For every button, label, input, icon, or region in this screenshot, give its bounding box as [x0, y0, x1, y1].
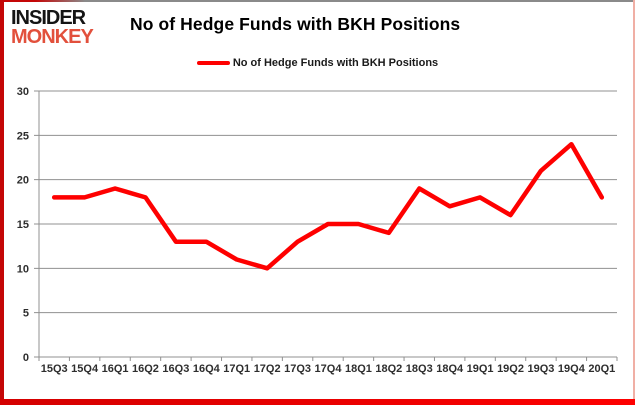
x-tick-label-19Q2: 19Q2	[497, 363, 524, 375]
frame-edge-bottom	[0, 399, 635, 405]
y-tick-label-15: 15	[17, 219, 29, 231]
page-title: No of Hedge Funds with BKH Positions	[130, 14, 461, 34]
legend-label: No of Hedge Funds with BKH Positions	[232, 57, 439, 69]
x-tick-label-19Q4: 19Q4	[558, 363, 586, 375]
x-tick-label-18Q3: 18Q3	[406, 363, 433, 375]
x-tick-label-19Q3: 19Q3	[527, 363, 554, 375]
x-tick-label-18Q4: 18Q4	[436, 363, 464, 375]
x-tick-label-19Q1: 19Q1	[467, 363, 494, 375]
insider-monkey-logo: INSIDER MONKEY	[11, 7, 94, 48]
y-tick-label-0: 0	[23, 352, 29, 364]
x-tick-label-15Q4: 15Q4	[71, 363, 99, 375]
x-tick-label-16Q2: 16Q2	[132, 363, 159, 375]
data-line-series	[51, 141, 605, 271]
chart-legend: No of Hedge Funds with BKH Positions	[0, 57, 635, 69]
x-tick-label-16Q3: 16Q3	[162, 363, 189, 375]
frame-edge-right	[633, 0, 635, 405]
y-tick-label-30: 30	[17, 86, 29, 98]
frame-edge-top	[0, 0, 635, 2]
y-tick-label-5: 5	[23, 308, 29, 320]
x-tick-label-15Q3: 15Q3	[41, 363, 68, 375]
x-tick-label-17Q2: 17Q2	[254, 363, 281, 375]
logo-line-monkey: MONKEY	[11, 26, 94, 48]
x-tick-label-18Q2: 18Q2	[375, 363, 402, 375]
x-tick-label-16Q4: 16Q4	[193, 363, 221, 375]
logo-line-insider: INSIDER	[11, 7, 86, 29]
y-tick-label-10: 10	[17, 263, 29, 275]
y-tick-label-20: 20	[17, 175, 29, 187]
x-tick-label-20Q1: 20Q1	[588, 363, 615, 375]
x-tick-label-18Q1: 18Q1	[345, 363, 372, 375]
x-tick-label-16Q1: 16Q1	[102, 363, 129, 375]
y-tick-label-25: 25	[17, 130, 29, 142]
x-tick-label-17Q4: 17Q4	[315, 363, 343, 375]
x-tick-label-17Q3: 17Q3	[284, 363, 311, 375]
x-tick-label-17Q1: 17Q1	[223, 363, 250, 375]
frame-edge-left	[0, 0, 4, 405]
legend-line-swatch	[196, 61, 230, 65]
